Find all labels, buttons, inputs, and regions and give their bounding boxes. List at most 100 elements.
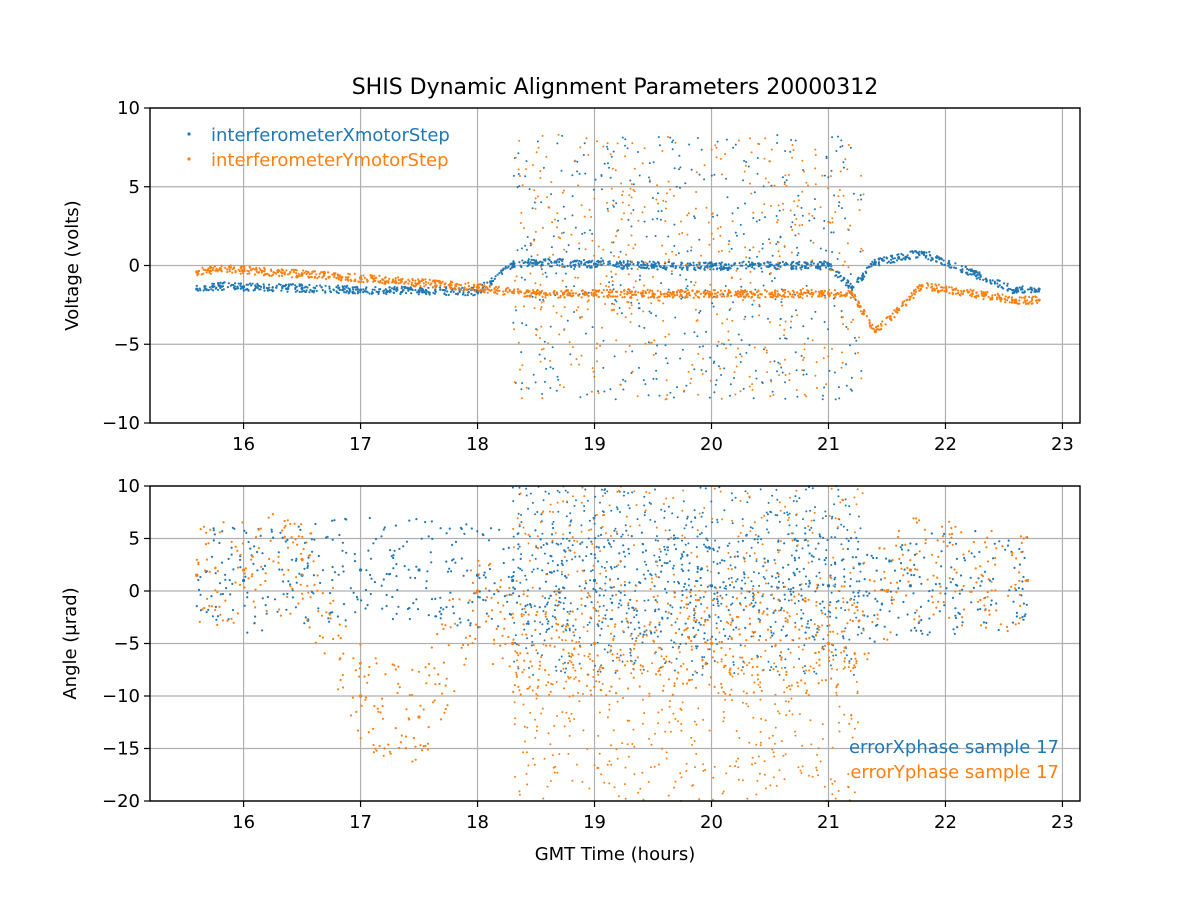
cloud-point	[496, 292, 499, 295]
cloud-point	[829, 269, 832, 271]
cloud-point	[723, 587, 726, 590]
cloud-point	[757, 265, 760, 268]
cloud-point	[1006, 544, 1010, 547]
cloud-point	[694, 620, 697, 624]
cloud-point	[575, 259, 579, 262]
cloud-point	[769, 625, 772, 629]
cloud-point	[664, 335, 667, 338]
cloud-point	[715, 379, 718, 382]
cloud-point	[923, 556, 926, 559]
cloud-point	[585, 137, 588, 140]
cloud-point	[247, 577, 250, 580]
cloud-point	[584, 261, 587, 264]
cloud-point	[757, 262, 760, 265]
cloud-point	[873, 640, 876, 643]
cloud-point	[256, 282, 259, 285]
cloud-point	[601, 259, 605, 262]
cloud-point	[1018, 547, 1021, 551]
cloud-point	[558, 333, 561, 336]
cloud-point	[666, 562, 669, 564]
cloud-point	[600, 488, 603, 491]
cloud-point	[708, 294, 711, 297]
cloud-point	[471, 600, 474, 604]
cloud-point	[624, 380, 627, 383]
cloud-point	[755, 220, 758, 223]
cloud-point	[418, 291, 421, 294]
cloud-point	[512, 586, 515, 589]
cloud-point	[901, 302, 904, 305]
cloud-point	[708, 290, 711, 293]
cloud-point	[528, 535, 531, 538]
cloud-point	[520, 521, 523, 523]
cloud-point	[981, 294, 984, 297]
cloud-point	[525, 386, 528, 389]
cloud-point	[859, 562, 862, 565]
cloud-point	[554, 218, 557, 221]
cloud-point	[748, 257, 751, 260]
cloud-point	[962, 290, 965, 293]
cloud-point	[541, 393, 544, 395]
cloud-point	[715, 156, 718, 159]
cloud-point	[593, 254, 596, 257]
cloud-point	[837, 599, 840, 603]
data-point	[241, 578, 246, 583]
cloud-point	[394, 282, 397, 285]
cloud-point	[721, 292, 724, 295]
cloud-point	[622, 494, 625, 497]
cloud-point	[697, 290, 701, 293]
cloud-point	[298, 274, 301, 277]
cloud-point	[368, 516, 371, 520]
cloud-point	[1000, 297, 1003, 301]
cloud-point	[800, 291, 803, 294]
cloud-point	[525, 622, 529, 625]
cloud-point	[231, 582, 234, 586]
cloud-point	[553, 570, 556, 573]
cloud-point	[738, 291, 742, 294]
cloud-point	[543, 639, 546, 642]
cloud-point	[321, 569, 325, 572]
cloud-point	[302, 289, 306, 293]
cloud-point	[212, 527, 215, 530]
cloud-point	[767, 265, 770, 269]
cloud-point	[197, 588, 201, 592]
cloud-point	[556, 489, 559, 492]
cloud-point	[716, 313, 718, 316]
cloud-point	[966, 271, 969, 274]
cloud-point	[219, 613, 222, 616]
cloud-point	[320, 286, 323, 289]
cloud-point	[721, 322, 724, 325]
cloud-point	[808, 582, 811, 585]
cloud-point	[839, 291, 843, 294]
cloud-point	[564, 671, 566, 674]
cloud-point	[904, 255, 907, 259]
cloud-point	[926, 282, 929, 285]
cloud-point	[846, 168, 849, 171]
cloud-point	[938, 258, 941, 261]
cloud-point	[863, 275, 866, 278]
cloud-point	[204, 269, 207, 272]
cloud-point	[239, 284, 242, 287]
cloud-point	[513, 587, 517, 591]
cloud-point	[667, 538, 670, 541]
cloud-point	[740, 295, 743, 298]
cloud-point	[579, 146, 582, 149]
cloud-point	[762, 284, 765, 287]
cloud-point	[850, 321, 853, 324]
cloud-point	[264, 273, 267, 276]
cloud-point	[621, 136, 624, 139]
cloud-point	[700, 584, 703, 587]
cloud-point	[819, 602, 822, 605]
cloud-point	[780, 288, 783, 291]
cloud-point	[631, 491, 634, 494]
cloud-point	[434, 597, 437, 601]
cloud-point	[795, 309, 797, 312]
cloud-point	[708, 243, 711, 246]
cloud-point	[605, 560, 608, 563]
cloud-point	[333, 519, 336, 522]
cloud-point	[776, 498, 779, 501]
cloud-point	[543, 552, 546, 555]
cloud-point	[989, 603, 993, 606]
cloud-point	[519, 581, 522, 584]
data-point	[592, 578, 597, 583]
cloud-point	[998, 279, 1001, 282]
